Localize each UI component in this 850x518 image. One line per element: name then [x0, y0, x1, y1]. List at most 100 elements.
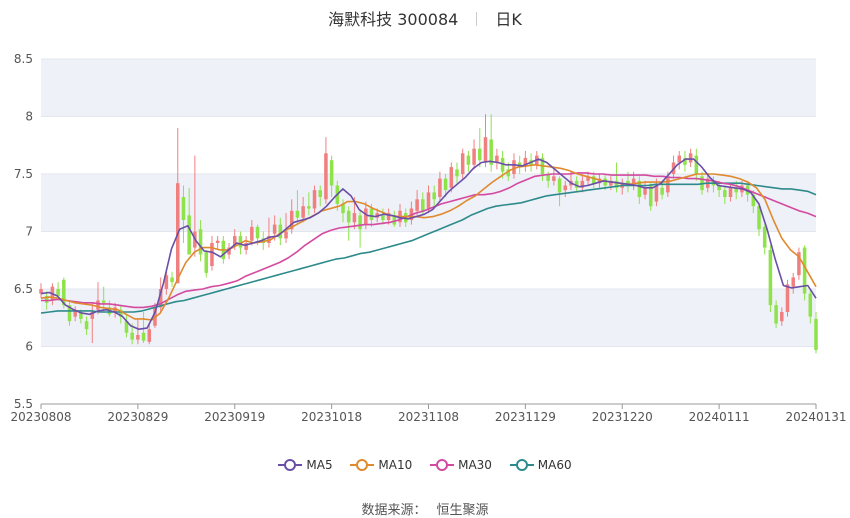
- source-name: 恒生聚源: [436, 503, 489, 518]
- candle-body: [723, 190, 727, 197]
- legend-marker-ma10: [350, 459, 375, 471]
- candle-body: [785, 284, 790, 312]
- candle-body: [591, 176, 596, 184]
- candle-body: [250, 226, 254, 241]
- series-line-ma5: [40, 158, 817, 331]
- candle-body: [751, 194, 756, 207]
- candle-body: [164, 275, 169, 289]
- x-tick-label: 20230829: [107, 410, 168, 424]
- candle-body: [364, 208, 368, 225]
- candle-body: [762, 226, 767, 248]
- candle-body: [660, 187, 664, 195]
- candle-body: [694, 155, 699, 174]
- legend-label-ma60: MA60: [537, 458, 572, 472]
- candle-body: [597, 178, 602, 184]
- candle-body: [768, 249, 773, 306]
- legend-item-ma10[interactable]: MA10: [350, 458, 412, 472]
- candle-body: [39, 289, 43, 294]
- candle-body: [352, 213, 357, 223]
- candle-body: [808, 293, 813, 317]
- candle-body: [648, 185, 653, 207]
- candle-body: [432, 192, 436, 200]
- candle-body: [369, 208, 374, 220]
- candle-body: [238, 236, 243, 248]
- candle-body: [198, 229, 203, 255]
- candle-body: [643, 187, 647, 195]
- candle-body: [56, 289, 60, 296]
- candle-body: [495, 155, 499, 163]
- candle-body: [455, 169, 459, 177]
- candle-body: [147, 329, 152, 342]
- candle-body: [415, 199, 419, 211]
- candle-body: [204, 252, 209, 273]
- candle-body: [62, 279, 66, 306]
- y-tick-label: 7.5: [14, 167, 33, 181]
- candle-body: [358, 215, 362, 230]
- candle-body: [210, 243, 214, 266]
- legend-item-ma5[interactable]: MA5: [278, 458, 333, 472]
- chart-legend: MA5 MA10 MA30 MA60: [0, 458, 850, 474]
- candle-body: [449, 167, 454, 188]
- candle-body: [688, 153, 693, 163]
- candle-body: [90, 312, 95, 319]
- candle-body: [289, 210, 294, 230]
- candle-body: [278, 224, 283, 239]
- candle-body: [170, 277, 174, 283]
- legend-label-ma10: MA10: [378, 458, 413, 472]
- candle-body: [797, 252, 801, 276]
- candle-body: [307, 206, 311, 209]
- candle-body: [119, 309, 123, 317]
- series-line-ma60: [40, 182, 817, 314]
- series-line-ma10: [40, 164, 817, 321]
- x-tick-label: 20231129: [495, 410, 556, 424]
- legend-label-ma5: MA5: [306, 458, 333, 472]
- candle-body: [483, 137, 488, 163]
- candle-body: [329, 160, 334, 186]
- candle-body: [478, 148, 482, 161]
- candle-body: [318, 190, 322, 197]
- legend-item-ma60[interactable]: MA60: [509, 458, 572, 472]
- candle-body: [472, 148, 476, 165]
- candle-body: [187, 215, 191, 255]
- x-tick-label: 20231108: [398, 410, 459, 424]
- candle-body: [728, 187, 733, 197]
- data-source: 数据来源： 恒生聚源: [0, 499, 850, 518]
- candle-body: [637, 180, 642, 197]
- candle-body: [757, 206, 761, 230]
- candle-body: [626, 180, 630, 186]
- x-tick-label: 20231018: [301, 410, 362, 424]
- candle-body: [552, 176, 556, 181]
- plot-band: [41, 59, 816, 117]
- y-tick-label: 6.5: [14, 282, 33, 296]
- candle-body: [563, 185, 568, 191]
- plot-band: [41, 289, 816, 347]
- candle-body: [67, 305, 72, 322]
- candle-body: [506, 169, 511, 177]
- candle-body: [181, 197, 186, 220]
- candle-body: [586, 176, 590, 181]
- candle-body: [130, 332, 134, 340]
- candle-body: [301, 206, 305, 218]
- legend-item-ma30[interactable]: MA30: [430, 458, 492, 472]
- candle-body: [654, 185, 659, 202]
- candle-body: [141, 332, 146, 341]
- candle-body: [774, 305, 778, 324]
- candle-body: [84, 321, 89, 330]
- candle-body: [312, 190, 317, 209]
- candle-body: [557, 178, 562, 193]
- candle-body: [227, 247, 231, 255]
- candle-body: [96, 300, 100, 310]
- candle-body: [124, 321, 129, 333]
- candle-body: [438, 178, 442, 197]
- candle-body: [386, 213, 391, 220]
- candle-body: [717, 185, 721, 191]
- candle-body: [512, 160, 516, 174]
- candle-body: [295, 210, 300, 218]
- candle-body: [215, 240, 220, 243]
- source-label: 数据来源：: [361, 503, 427, 518]
- y-tick-label: 5.5: [14, 397, 33, 411]
- stock-name: 海默科技 300084: [328, 10, 459, 29]
- candle-body: [101, 300, 106, 303]
- candle-body: [158, 289, 163, 308]
- series-line-ma30: [41, 172, 817, 309]
